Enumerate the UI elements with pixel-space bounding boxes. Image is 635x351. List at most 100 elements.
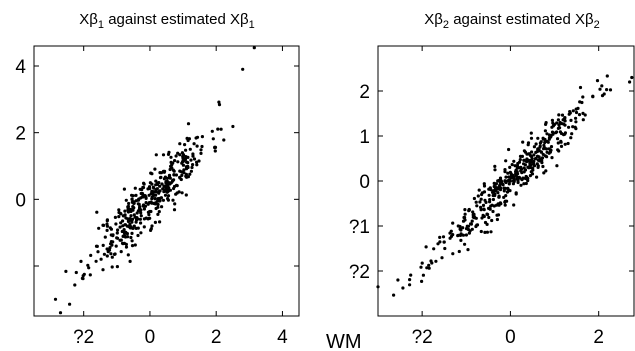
data-point-left (217, 103, 222, 107)
data-point-left (121, 219, 125, 223)
data-point-left (154, 201, 158, 205)
data-point-left (178, 142, 182, 146)
data-point-right (569, 136, 573, 140)
data-point-left (96, 250, 100, 254)
data-point-right (507, 182, 511, 186)
data-point-right (463, 218, 467, 222)
data-point-right (491, 197, 495, 202)
chart-title-left: Xβ1 against estimated Xβ1 (79, 11, 254, 31)
data-point-left (180, 173, 184, 177)
data-point-left (156, 198, 161, 202)
data-point-right (442, 240, 446, 244)
data-point-right (507, 175, 511, 179)
data-point-right (462, 215, 466, 220)
data-point-right (515, 170, 519, 174)
data-point-right (551, 121, 555, 125)
data-point-right (457, 249, 461, 254)
data-point-right (570, 132, 574, 136)
data-point-left (133, 243, 137, 247)
y-tick-label-left: 0 (15, 190, 26, 211)
data-point-right (580, 100, 584, 105)
data-point-right (581, 111, 585, 115)
data-point-left (143, 194, 147, 198)
data-point-left (185, 160, 189, 164)
data-point-left (188, 172, 192, 176)
data-point-left (138, 187, 142, 191)
data-point-right (470, 219, 474, 223)
data-point-right (463, 208, 467, 212)
data-point-left (195, 160, 199, 164)
data-point-left (200, 144, 204, 149)
data-point-right (503, 203, 507, 207)
data-point-right (504, 175, 508, 179)
data-point-right (536, 165, 540, 169)
data-point-left (121, 214, 125, 218)
data-point-left (184, 172, 188, 176)
data-point-right (530, 159, 534, 164)
data-point-left (213, 149, 217, 153)
data-point-right (376, 285, 380, 289)
data-point-right (608, 88, 613, 92)
data-point-right (577, 113, 582, 117)
data-point-right (487, 193, 491, 197)
data-point-right (470, 227, 474, 231)
data-point-right (515, 166, 519, 170)
data-point-right (556, 137, 560, 141)
x-tick-label-left: 4 (277, 327, 288, 348)
data-point-right (471, 210, 475, 214)
data-point-left (191, 154, 195, 158)
data-point-left (156, 205, 160, 209)
data-point-left (188, 147, 192, 151)
data-point-right (558, 130, 563, 134)
data-point-left (155, 182, 160, 186)
data-point-right (561, 118, 565, 122)
data-point-left (195, 144, 199, 148)
data-point-left (134, 199, 138, 203)
data-point-right (474, 216, 478, 220)
data-point-right (563, 131, 568, 135)
data-point-right (459, 232, 463, 236)
data-point-right (481, 213, 485, 217)
data-point-right (420, 261, 424, 265)
data-point-left (105, 219, 109, 223)
data-point-left (136, 233, 140, 238)
data-point-left (132, 213, 136, 217)
data-point-left (111, 233, 115, 237)
data-point-right (514, 172, 518, 176)
data-point-right (546, 140, 550, 144)
ticks-left: ?2 0 2 4 0 2 4 (15, 46, 299, 348)
data-point-right (507, 147, 511, 152)
data-point-right (512, 159, 516, 163)
data-point-left (192, 142, 196, 146)
data-point-right (563, 142, 567, 146)
data-point-right (574, 110, 579, 115)
data-point-right (427, 266, 431, 270)
data-point-right (409, 273, 413, 277)
data-point-right (494, 182, 498, 186)
data-point-left (124, 198, 128, 202)
data-point-right (529, 170, 533, 174)
data-point-left (109, 227, 113, 231)
data-point-right (479, 229, 483, 234)
data-point-right (628, 80, 632, 84)
data-point-right (421, 273, 425, 277)
data-point-left (139, 211, 143, 215)
data-point-right (522, 158, 526, 162)
ticks-right: ?2 0 2 ?2 ?1 0 1 2 (349, 46, 634, 348)
data-point-right (498, 201, 502, 205)
data-point-right (392, 293, 396, 297)
data-point-right (551, 124, 556, 128)
data-point-right (483, 220, 488, 225)
data-point-right (536, 136, 540, 140)
data-point-left (128, 259, 132, 263)
data-point-right (560, 113, 565, 117)
data-point-left (161, 198, 165, 202)
data-point-right (528, 174, 533, 178)
y-tick-label-right: 1 (359, 127, 370, 148)
data-point-left (134, 220, 138, 224)
data-point-left (199, 151, 203, 155)
y-tick-label-right: 0 (359, 172, 370, 193)
data-point-left (158, 189, 162, 193)
data-point-right (520, 167, 524, 171)
data-point-left (174, 154, 178, 158)
